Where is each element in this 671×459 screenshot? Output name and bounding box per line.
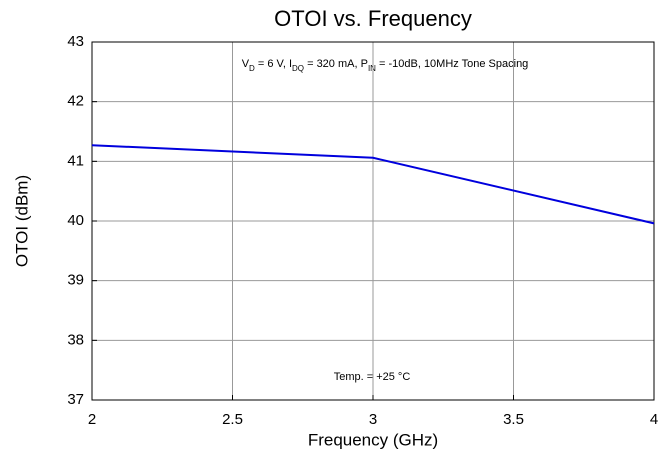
- conditions-note: VD = 6 V, IDQ = 320 mA, PIN = -10dB, 10M…: [242, 58, 529, 73]
- annotation-part: = 6 V, I: [255, 58, 292, 70]
- y-tick-label: 41: [67, 152, 84, 169]
- y-tick-label: 39: [67, 272, 84, 289]
- temperature-note: Temp. = +25 °C: [334, 371, 411, 383]
- y-tick-label: 42: [67, 93, 84, 110]
- subscript: IN: [368, 64, 376, 73]
- y-tick-label: 38: [67, 331, 84, 348]
- subscript: DQ: [292, 64, 304, 73]
- y-tick-label: 37: [67, 391, 84, 408]
- x-axis-label: Frequency (GHz): [308, 430, 438, 449]
- subscript: D: [249, 64, 255, 73]
- plot-frame: [91, 41, 655, 401]
- data-line: [91, 144, 655, 225]
- chart-title: OTOI vs. Frequency: [274, 6, 472, 31]
- annotation-part: V: [242, 58, 250, 70]
- annotation-part: = -10dB, 10MHz Tone Spacing: [376, 58, 528, 70]
- y-axis-label: OTOI (dBm): [12, 175, 31, 267]
- x-tick-label: 2.5: [222, 411, 243, 428]
- y-tick-label: 43: [67, 33, 84, 50]
- x-tick-label: 3.5: [503, 411, 524, 428]
- annotation-part: = 320 mA, P: [304, 58, 368, 70]
- x-tick-label: 2: [88, 411, 96, 428]
- y-tick-label: 40: [67, 212, 84, 229]
- x-tick-label: 4: [650, 411, 658, 428]
- x-tick-label: 3: [369, 411, 377, 428]
